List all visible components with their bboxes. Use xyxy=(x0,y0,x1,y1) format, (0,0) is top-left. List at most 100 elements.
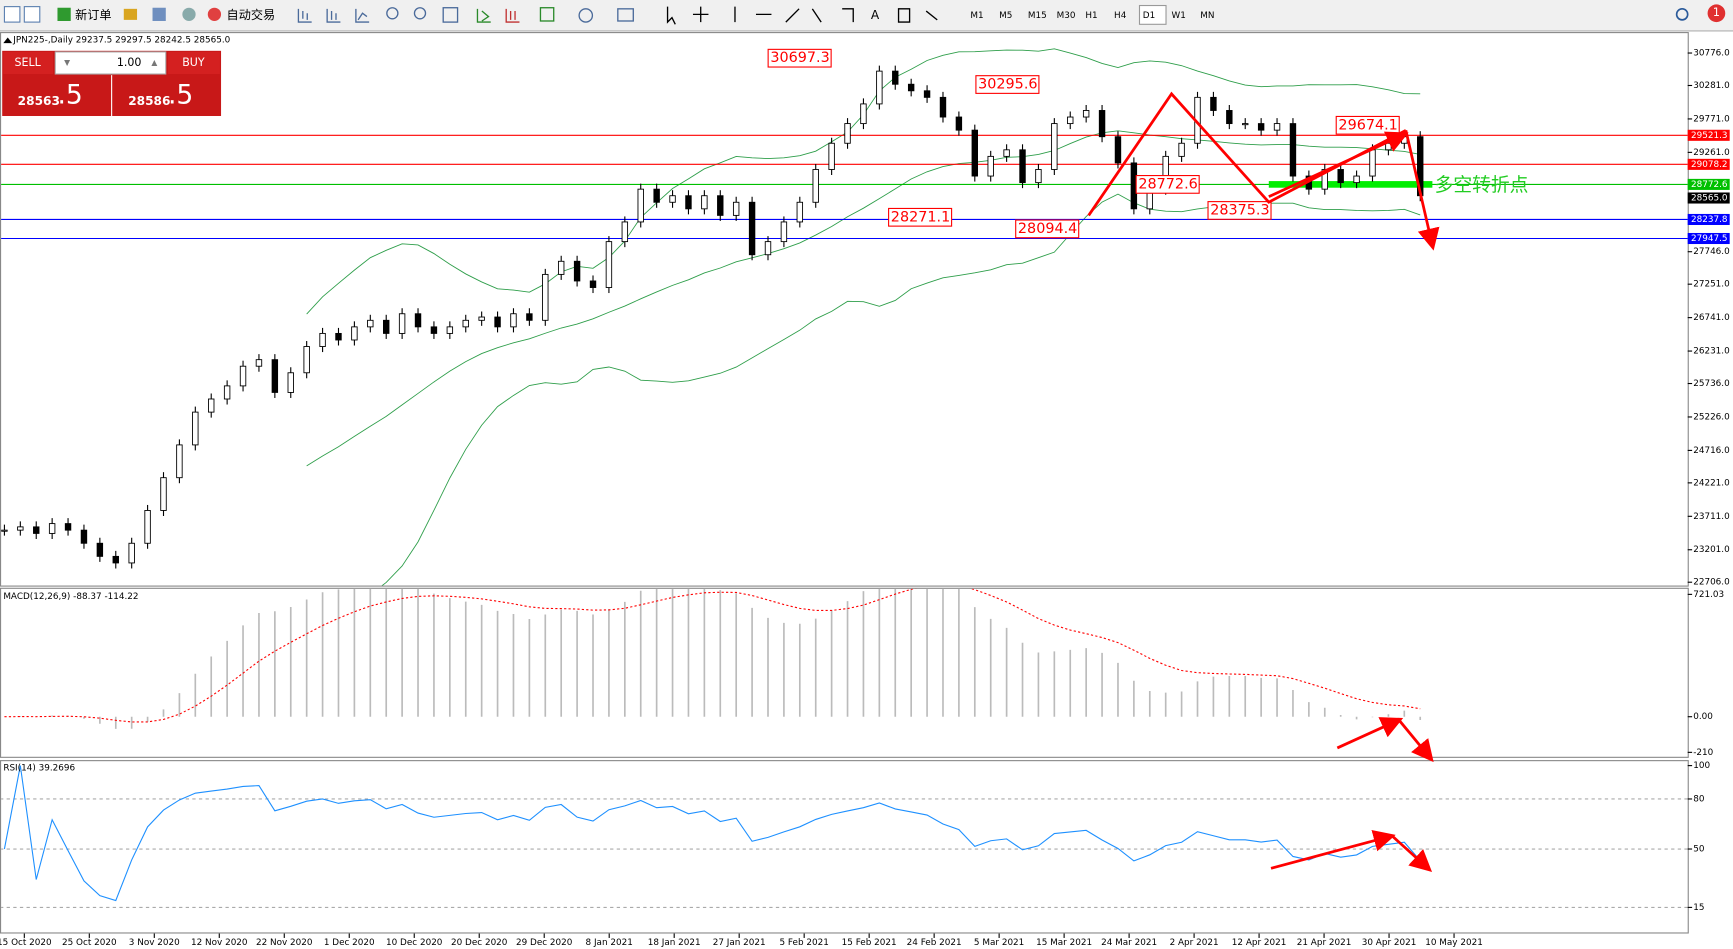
sell-price-fraction[interactable]: .5 xyxy=(57,80,82,111)
icon[interactable] xyxy=(897,8,938,23)
toolbar xyxy=(0,0,1733,31)
candle-body xyxy=(176,444,183,479)
icon[interactable] xyxy=(182,7,196,21)
icon[interactable] xyxy=(355,8,370,23)
lot-input[interactable] xyxy=(54,51,167,75)
candle-body xyxy=(939,96,947,118)
annotation-label: 28772.6 xyxy=(1138,176,1197,192)
y-tick-label: 29261.0 xyxy=(1693,148,1730,158)
timeframe-button[interactable]: H1 xyxy=(1085,11,1097,21)
new-order-icon[interactable] xyxy=(57,7,71,21)
candle-body xyxy=(637,188,644,223)
sell-button[interactable] xyxy=(3,51,54,75)
candle-body xyxy=(128,542,135,564)
timeframe-button[interactable]: M15 xyxy=(1028,11,1047,21)
candle-body xyxy=(33,526,40,534)
annotation-label: 28271.1 xyxy=(891,209,950,225)
candle-body xyxy=(319,332,326,347)
annotation-box xyxy=(975,75,1040,94)
x-tick-label: 29 Dec 2020 xyxy=(516,938,573,948)
candle-body xyxy=(414,313,422,328)
candle-body xyxy=(1369,149,1376,177)
icon[interactable] xyxy=(617,8,634,22)
timeframe-button[interactable]: W1 xyxy=(1172,11,1186,21)
timeframe-button[interactable]: H4 xyxy=(1114,11,1127,21)
arrow xyxy=(1268,131,1409,198)
timeframe-button[interactable]: D1 xyxy=(1143,11,1155,21)
lot-down[interactable]: ▼ xyxy=(64,58,70,67)
candle-body xyxy=(828,142,835,170)
current-price: 28565.0 xyxy=(1691,194,1728,204)
buy-price-fraction[interactable]: .5 xyxy=(168,80,193,111)
timeframe-button[interactable]: M1 xyxy=(970,11,983,21)
candle-body xyxy=(1067,116,1074,125)
arrow xyxy=(1404,130,1440,251)
candle-body xyxy=(589,280,597,288)
timeframe-button[interactable]: M5 xyxy=(999,11,1012,21)
candle-body xyxy=(255,359,263,367)
auto-trading-icon[interactable] xyxy=(207,7,222,21)
sell-label[interactable]: SELL xyxy=(14,56,41,69)
icon[interactable] xyxy=(666,6,676,25)
annotation-box xyxy=(1207,201,1272,220)
icon[interactable] xyxy=(3,6,21,23)
x-tick-label: 5 Mar 2021 xyxy=(974,938,1024,948)
icon[interactable] xyxy=(326,8,341,23)
search-icon[interactable] xyxy=(1675,8,1689,21)
candle-body xyxy=(1,529,8,532)
buy-button[interactable] xyxy=(167,51,220,75)
icon[interactable] xyxy=(23,6,41,23)
lot-value[interactable]: 1.00 xyxy=(117,56,142,69)
x-tick-label: 24 Mar 2021 xyxy=(1101,938,1157,948)
y-tick-label: 30776.0 xyxy=(1693,49,1730,59)
candle-body xyxy=(701,195,708,210)
candle-body xyxy=(239,365,247,387)
y-tick-label: 26231.0 xyxy=(1693,347,1730,357)
notification-badge[interactable] xyxy=(1707,4,1726,23)
buy-price[interactable]: 28586 xyxy=(128,94,170,108)
candle-body xyxy=(48,523,56,534)
lot-up[interactable]: ▲ xyxy=(151,58,157,67)
timeframe-button[interactable]: M30 xyxy=(1057,11,1076,21)
auto-trading-button[interactable]: 自动交易 xyxy=(227,7,276,22)
turning-point-label: 多空转折点 xyxy=(1435,174,1529,196)
y-tick-label: 23711.0 xyxy=(1693,512,1730,522)
icon[interactable] xyxy=(413,7,427,20)
turning-zone xyxy=(1268,181,1433,188)
axes: 30776.0 30281.0 29771.0 29261.0 27746.0 27251… xyxy=(0,49,1730,948)
icon[interactable] xyxy=(442,7,459,23)
candle-body xyxy=(1210,96,1217,111)
icon[interactable] xyxy=(123,8,138,20)
icon[interactable] xyxy=(297,8,312,23)
candle-body xyxy=(1035,169,1042,184)
candle-body xyxy=(542,273,549,321)
icon[interactable] xyxy=(505,8,520,23)
icon[interactable] xyxy=(692,6,709,23)
candle-body xyxy=(112,555,119,564)
text-tool[interactable]: A xyxy=(871,8,880,22)
arrow xyxy=(1398,719,1434,763)
icon[interactable] xyxy=(734,6,854,23)
candle-body xyxy=(351,326,358,341)
rsi-panel xyxy=(0,760,1689,934)
icon[interactable] xyxy=(578,8,594,23)
rsi-line xyxy=(3,765,1421,902)
icon[interactable] xyxy=(539,7,555,22)
collapse-icon[interactable] xyxy=(3,37,13,44)
x-tick-label: 27 Jan 2021 xyxy=(713,938,766,948)
annotation-box xyxy=(1015,219,1080,239)
timeframe-button[interactable]: MN xyxy=(1200,11,1214,21)
buy-label[interactable]: BUY xyxy=(182,56,205,69)
candle-body xyxy=(1385,142,1392,151)
sell-price[interactable]: 28563 xyxy=(18,94,60,108)
icon[interactable] xyxy=(152,7,166,21)
icon[interactable] xyxy=(386,7,399,20)
x-tick-label: 12 Apr 2021 xyxy=(1232,938,1287,948)
candle-body xyxy=(335,332,342,341)
annotation-box xyxy=(1135,175,1200,194)
new-order-button[interactable]: 新订单 xyxy=(75,7,111,22)
candle-body xyxy=(1226,110,1233,125)
y-tick-label: 15 xyxy=(1693,903,1704,913)
icon[interactable] xyxy=(476,8,491,23)
